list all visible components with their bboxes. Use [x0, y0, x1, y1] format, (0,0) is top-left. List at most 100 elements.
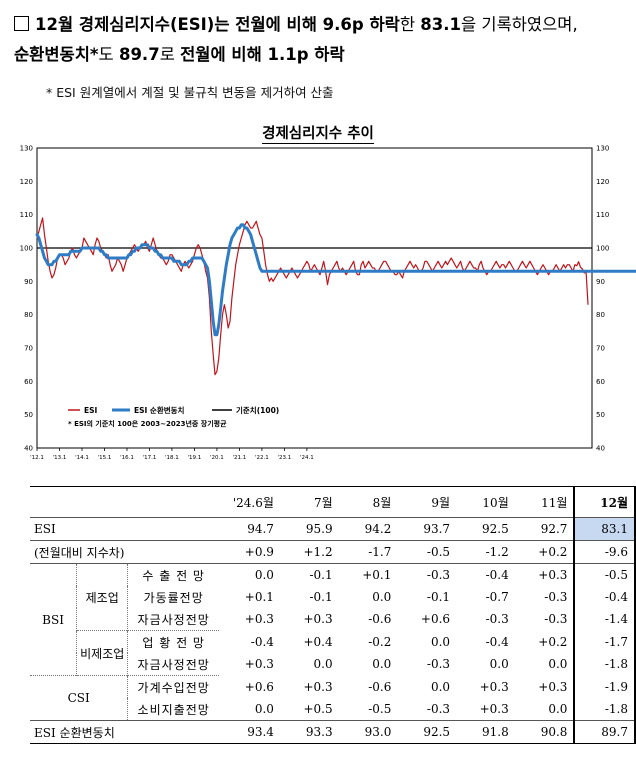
headline-esi-value: 83.1 [420, 15, 461, 34]
table-cell: +0.4 [303, 634, 333, 649]
table-cell: +0.6 [244, 679, 274, 694]
table-cell: -0.3 [544, 590, 568, 604]
headline-line-1: 12월 경제심리지수(ESI)는 전월에 비해 9.6p 하락한 83.1을 기… [14, 10, 630, 40]
y-tick-label-left: 60 [24, 378, 33, 386]
headline: 12월 경제심리지수(ESI)는 전월에 비해 9.6p 하락한 83.1을 기… [14, 10, 630, 70]
legend-cycle-label: ESI 순환변동치 [134, 405, 185, 415]
x-tick-label: '24.1 [300, 455, 314, 461]
table-cell: -0.4 [456, 563, 515, 586]
plot-frame [36, 147, 593, 449]
table-cell: -0.1 [279, 563, 339, 586]
table-cell: 91.8 [456, 720, 515, 744]
headline-text: 로 [159, 45, 181, 64]
table-cell: -1.7 [573, 630, 636, 653]
table-cell: -0.3 [426, 657, 451, 672]
table-row: 자금사정전망 +0.3 +0.3 -0.6 +0.6 -0.3 -0.3 -1.4 [30, 608, 636, 631]
y-tick-label-left: 70 [24, 345, 33, 353]
table-cell: 0.0 [430, 634, 451, 649]
table-row: ESI 순환변동치 93.4 93.3 93.0 92.5 91.8 90.8 89.7 [30, 720, 636, 744]
x-tick-label: '17.1 [143, 455, 157, 461]
table-cell: -0.3 [426, 702, 451, 716]
table-cell: 0.0 [313, 657, 333, 672]
row-label: 업 황 전 망 [127, 630, 220, 653]
table-header-row: '24.6월 7월 8월 9월 10월 11월 12월 [30, 486, 636, 518]
column-header: 10월 [456, 486, 515, 518]
table-cell: +0.9 [219, 540, 280, 564]
table-row: 소비지출전망 0.0 +0.5 -0.5 -0.3 +0.3 0.0 -1.8 [30, 698, 636, 721]
table-cell: +0.3 [244, 612, 274, 627]
table-cell: -0.5 [368, 702, 392, 716]
table-cell: -0.1 [309, 590, 333, 604]
table-cell: -0.3 [397, 563, 457, 586]
table-cell: -1.8 [573, 653, 636, 676]
table-cell: 0.0 [254, 702, 274, 716]
x-tick-label: '20.1 [210, 455, 224, 461]
table-cell: +0.3 [538, 679, 568, 694]
table-cell: +0.1 [338, 563, 398, 586]
column-header: 7월 [279, 486, 339, 518]
table-cell: 92.5 [456, 517, 515, 541]
row-label: 소비지출전망 [127, 698, 220, 721]
table-cell: 93.7 [397, 517, 457, 541]
y-tick-label-left: 110 [20, 211, 33, 219]
table-cell: -1.2 [456, 540, 515, 564]
x-tick-label: '16.1 [120, 455, 134, 461]
column-header: 9월 [397, 486, 457, 518]
table-cell: +0.3 [479, 702, 509, 716]
esi-cycle-line [35, 223, 636, 337]
footnote: * ESI 원계열에서 계절 및 불규칙 변동을 제거하여 산출 [46, 85, 334, 100]
esi-table: '24.6월 7월 8월 9월 10월 11월 12월 ESI 94.7 95.9 94.2 93.7… [30, 486, 636, 744]
x-tick-label: '22.1 [255, 455, 269, 461]
y-tick-label-right: 60 [596, 378, 605, 386]
table-cell: 0.0 [219, 563, 280, 586]
checkbox-square-icon [14, 16, 29, 31]
y-tick-label-right: 100 [596, 245, 609, 253]
headline-text: 한 [399, 15, 421, 34]
row-label: 수 출 전 망 [127, 563, 220, 586]
row-label: ESI [30, 517, 220, 541]
table-row: CSI 가계수입전망 +0.6 +0.3 -0.6 0.0 +0.3 +0.3 -1.9 [30, 675, 636, 721]
headline-text: 을 기록하였으며, [460, 15, 578, 34]
table-cell: -0.4 [573, 586, 636, 608]
headline-text: 도 [98, 45, 119, 64]
table-cell: -1.9 [573, 675, 636, 698]
table-cell: -0.5 [397, 540, 457, 564]
table-cell: 93.4 [219, 720, 280, 744]
table-cell: +0.5 [303, 702, 333, 716]
headline-line-2: 순환변동치*도 89.7로 전월에 비해 1.1p 하락 [14, 40, 630, 70]
bsi-group-label: BSI [30, 563, 77, 676]
table-cell: +0.2 [514, 540, 575, 564]
table-cell: 0.0 [430, 679, 451, 694]
headline-lead: 12월 경제심리지수(ESI)는 전월에 비해 9.6p 하락 [35, 15, 400, 34]
y-tick-label-left: 50 [24, 411, 33, 419]
row-label: 자금사정전망 [127, 608, 220, 631]
table-cell: 93.0 [338, 720, 398, 744]
table-cell: -9.6 [573, 540, 636, 564]
y-tick-label-right: 110 [596, 211, 609, 219]
table-cell: +0.2 [538, 634, 568, 649]
y-tick-label-right: 130 [596, 145, 609, 153]
column-header: '24.6월 [219, 486, 280, 518]
column-header: 12월 [573, 486, 636, 518]
table-cell: +0.1 [244, 590, 274, 604]
y-tick-label-right: 50 [596, 411, 605, 419]
table-cell: 94.2 [338, 517, 398, 541]
table-cell: +0.6 [420, 612, 451, 627]
y-tick-label-right: 70 [596, 345, 605, 353]
table-cell: -1.4 [573, 608, 636, 631]
esi-line [36, 217, 589, 376]
x-tick-label: '23.1 [278, 455, 292, 461]
table-cell: 0.0 [489, 657, 509, 672]
x-tick-label: '21.1 [233, 455, 247, 461]
table-row: 비제조업 업 황 전 망 -0.4 +0.4 -0.2 0.0 -0.4 +0.2 -1.7 [30, 630, 636, 676]
x-tick-label: '19.1 [188, 455, 202, 461]
x-tick-label: '18.1 [165, 455, 179, 461]
table-cell: +0.3 [244, 657, 274, 672]
table-cell: -0.2 [368, 634, 392, 649]
non-manufacturing-sub-label: 비제조업 [76, 630, 128, 676]
column-header: 8월 [338, 486, 398, 518]
table-cell: +0.3 [303, 612, 333, 627]
table-cell: 0.0 [548, 702, 568, 716]
table-cell: -0.6 [368, 679, 392, 694]
table-cell: 92.5 [397, 720, 457, 744]
